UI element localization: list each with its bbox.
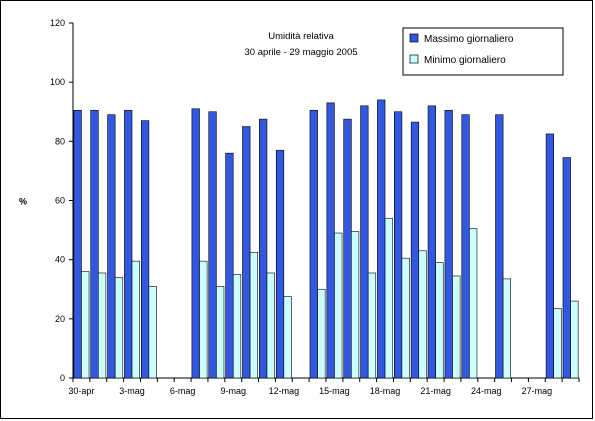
- legend-box: [402, 27, 564, 76]
- bar-min: [367, 272, 377, 379]
- bar-max: [545, 133, 554, 379]
- bar-max: [259, 118, 268, 379]
- bar-max: [410, 121, 420, 379]
- bar-max: [377, 99, 386, 379]
- x-tick-label: 30-apr: [68, 386, 94, 396]
- y-axis-label: %: [19, 197, 27, 207]
- bar-min: [435, 262, 444, 379]
- bar-min: [418, 250, 427, 379]
- bar-min: [350, 231, 360, 379]
- bar-min: [452, 275, 461, 379]
- y-tick-label: 100: [50, 77, 65, 87]
- bar-min: [131, 260, 140, 379]
- bar-max: [309, 109, 318, 379]
- bar-max: [393, 111, 403, 379]
- legend-swatch: [409, 54, 419, 64]
- bar-max: [495, 114, 504, 379]
- bar-min: [317, 288, 326, 379]
- bar-min: [384, 217, 393, 379]
- y-tick-label: 80: [55, 136, 65, 146]
- bar-max: [225, 152, 234, 379]
- bar-max: [124, 109, 133, 379]
- legend-label: Massimo giornaliero: [424, 34, 514, 45]
- bar-min: [266, 272, 275, 379]
- bar-min: [570, 300, 579, 379]
- x-tick-label: 24-mag: [471, 386, 502, 396]
- x-axis-ticks: 30-apr 3-mag 6-mag 9-mag 12-mag 15-mag 18-mag 2…: [68, 378, 580, 396]
- bar-min: [283, 296, 292, 379]
- y-tick-label: 0: [60, 373, 65, 383]
- legend: Massimo giornaliero Minimo giornaliero: [402, 27, 564, 76]
- bar-min: [114, 277, 124, 379]
- chart-title-line: Umidità relativa: [268, 31, 334, 42]
- bar-max: [326, 102, 335, 379]
- x-tick-label: 15-mag: [319, 386, 350, 396]
- bar-min: [334, 232, 343, 379]
- bar-min: [401, 257, 410, 379]
- bar-max: [90, 109, 99, 379]
- y-tick-label: 20: [55, 314, 65, 324]
- bar-min: [502, 278, 512, 379]
- x-tick-label: 21-mag: [420, 386, 451, 396]
- bar-min: [98, 272, 107, 379]
- bar-max: [242, 126, 251, 379]
- y-tick-label: 60: [55, 196, 65, 206]
- x-tick-label: 12-mag: [269, 386, 300, 396]
- legend-swatch: [409, 33, 419, 43]
- y-tick-label: 40: [55, 255, 65, 265]
- bar-min: [216, 285, 225, 379]
- bar-min: [199, 260, 208, 379]
- bar-min: [81, 271, 90, 379]
- bar-max: [360, 105, 369, 379]
- x-tick-label: 3-mag: [119, 386, 145, 396]
- bar-min: [148, 285, 157, 379]
- y-axis-ticks: 0 20 40 60 80 100 120: [50, 18, 73, 383]
- bar-max: [107, 114, 116, 379]
- chart-title: Umidità relativa 30 aprile - 29 maggio 20…: [244, 31, 357, 58]
- bar-max: [562, 157, 571, 379]
- bar-max: [141, 120, 150, 379]
- x-tick-label: 18-mag: [370, 386, 401, 396]
- bar-min: [232, 274, 242, 379]
- bar-max: [275, 149, 285, 379]
- bar-max: [191, 108, 200, 379]
- bar-max: [461, 114, 470, 379]
- y-tick-label: 120: [50, 18, 65, 28]
- x-tick-label: 9-mag: [220, 386, 246, 396]
- bar-max: [73, 109, 82, 379]
- chart-title-line: 30 aprile - 29 maggio 2005: [244, 47, 357, 58]
- bar-min: [249, 251, 259, 379]
- bar-min: [469, 228, 478, 379]
- bar-min: [553, 308, 562, 379]
- bar-max: [427, 105, 436, 379]
- x-tick-label: 27-mag: [522, 386, 553, 396]
- legend-label: Minimo giornaliero: [424, 55, 506, 66]
- bars: [73, 99, 579, 379]
- x-tick-label: 6-mag: [170, 386, 196, 396]
- bar-max: [444, 109, 453, 379]
- bar-max: [208, 111, 217, 379]
- bar-max: [343, 118, 352, 379]
